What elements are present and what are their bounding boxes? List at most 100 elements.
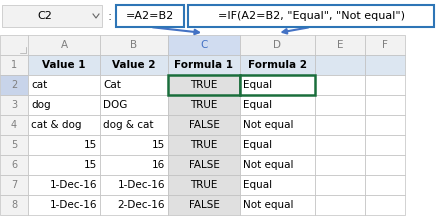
Bar	[240, 135, 315, 155]
Bar	[28, 95, 100, 115]
Bar	[100, 115, 168, 135]
Bar	[240, 155, 315, 175]
Bar	[365, 35, 405, 55]
Bar	[365, 115, 405, 135]
Bar	[168, 175, 240, 195]
Text: 15: 15	[84, 140, 97, 150]
Bar	[28, 115, 100, 135]
Bar	[28, 195, 100, 215]
Bar	[0, 155, 28, 175]
Text: Not equal: Not equal	[243, 200, 294, 210]
Text: 6: 6	[11, 160, 17, 170]
Text: FALSE: FALSE	[188, 200, 219, 210]
Text: D: D	[274, 40, 281, 50]
Bar	[168, 75, 240, 95]
Text: 1-Dec-16: 1-Dec-16	[49, 200, 97, 210]
Bar	[365, 95, 405, 115]
Bar	[28, 35, 100, 55]
Text: FALSE: FALSE	[188, 120, 219, 130]
Bar	[28, 75, 100, 95]
Text: A: A	[60, 40, 68, 50]
Text: FALSE: FALSE	[188, 160, 219, 170]
Bar	[315, 95, 365, 115]
Text: 3: 3	[11, 100, 17, 110]
Text: 15: 15	[84, 160, 97, 170]
Bar	[0, 195, 28, 215]
Text: DOG: DOG	[103, 100, 127, 110]
Text: TRUE: TRUE	[190, 100, 218, 110]
Text: 5: 5	[11, 140, 17, 150]
Bar	[315, 195, 365, 215]
Bar	[240, 55, 315, 75]
Text: Equal: Equal	[243, 80, 272, 90]
Bar	[365, 135, 405, 155]
Bar	[28, 135, 100, 155]
Text: Equal: Equal	[243, 140, 272, 150]
Text: 16: 16	[152, 160, 165, 170]
Bar	[100, 55, 168, 75]
Text: Formula 2: Formula 2	[248, 60, 307, 70]
Text: Not equal: Not equal	[243, 120, 294, 130]
Bar	[116, 5, 184, 27]
Text: TRUE: TRUE	[190, 80, 218, 90]
Text: =A2=B2: =A2=B2	[126, 11, 174, 21]
Bar	[315, 155, 365, 175]
Text: dog: dog	[31, 100, 51, 110]
Text: C2: C2	[38, 11, 52, 21]
Text: :: :	[108, 9, 112, 22]
Bar	[28, 175, 100, 195]
Text: F: F	[382, 40, 388, 50]
Bar	[168, 115, 240, 135]
Bar	[168, 195, 240, 215]
Text: 1: 1	[11, 60, 17, 70]
Text: E: E	[337, 40, 343, 50]
Bar	[240, 75, 315, 95]
Bar	[240, 95, 315, 115]
Text: 2-Dec-16: 2-Dec-16	[118, 200, 165, 210]
Bar	[100, 195, 168, 215]
Text: cat: cat	[31, 80, 47, 90]
Bar	[240, 175, 315, 195]
Text: 8: 8	[11, 200, 17, 210]
Text: TRUE: TRUE	[190, 140, 218, 150]
Text: 7: 7	[11, 180, 17, 190]
Bar	[100, 175, 168, 195]
Text: Cat: Cat	[103, 80, 121, 90]
Bar	[0, 115, 28, 135]
Bar	[315, 35, 365, 55]
Bar	[365, 55, 405, 75]
Bar	[0, 75, 28, 95]
Bar	[0, 135, 28, 155]
Text: Equal: Equal	[243, 180, 272, 190]
Bar	[315, 75, 365, 95]
Bar	[168, 35, 240, 55]
Text: Formula 1: Formula 1	[174, 60, 233, 70]
Text: Equal: Equal	[243, 100, 272, 110]
Text: 1-Dec-16: 1-Dec-16	[49, 180, 97, 190]
Text: 4: 4	[11, 120, 17, 130]
Bar	[168, 155, 240, 175]
Bar	[315, 175, 365, 195]
Bar	[100, 75, 168, 95]
Text: 15: 15	[152, 140, 165, 150]
Bar	[0, 55, 28, 75]
Bar	[315, 55, 365, 75]
Text: dog & cat: dog & cat	[103, 120, 153, 130]
Text: =IF(A2=B2, "Equal", "Not equal"): =IF(A2=B2, "Equal", "Not equal")	[218, 11, 405, 21]
Bar	[240, 115, 315, 135]
Text: Not equal: Not equal	[243, 160, 294, 170]
Bar	[240, 35, 315, 55]
Text: 2: 2	[11, 80, 17, 90]
Text: Value 2: Value 2	[112, 60, 156, 70]
Bar	[168, 135, 240, 155]
Bar	[100, 95, 168, 115]
Bar	[188, 5, 434, 27]
Bar	[0, 175, 28, 195]
Text: C: C	[200, 40, 208, 50]
Bar	[240, 195, 315, 215]
Bar	[2, 5, 102, 27]
Text: cat & dog: cat & dog	[31, 120, 81, 130]
Bar	[365, 175, 405, 195]
Bar	[0, 95, 28, 115]
Bar	[100, 155, 168, 175]
